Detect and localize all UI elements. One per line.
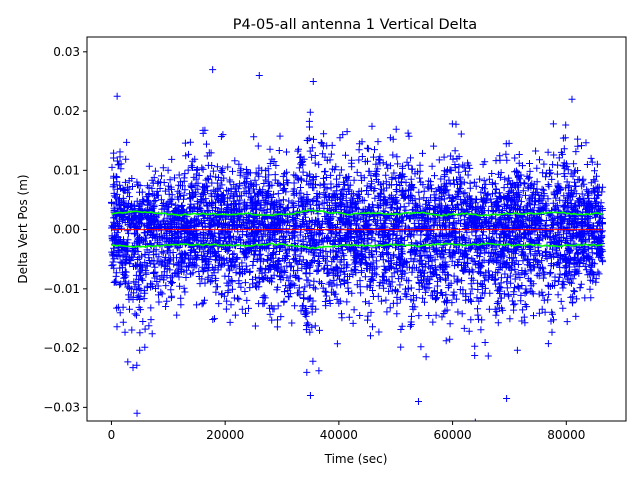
sigma-band-line bbox=[111, 242, 603, 250]
x-tick-label: 20000 bbox=[206, 428, 244, 442]
y-axis: −0.03 −0.02 −0.01 0.00 0.01 0.02 0.03 bbox=[43, 45, 87, 414]
x-axis: 0 20000 40000 60000 80000 bbox=[108, 421, 585, 442]
plot-area bbox=[86, 36, 627, 422]
x-tick-label: 40000 bbox=[320, 428, 358, 442]
scatter-series bbox=[108, 66, 607, 421]
x-tick-label: 80000 bbox=[547, 428, 585, 442]
scatter-point bbox=[309, 77, 317, 85]
scatter-point bbox=[255, 72, 263, 80]
scatter-point bbox=[133, 409, 141, 417]
y-tick-label: −0.03 bbox=[43, 400, 80, 414]
x-tick-label: 60000 bbox=[433, 428, 471, 442]
y-tick-label: 0.02 bbox=[53, 104, 80, 118]
y-tick-label: −0.01 bbox=[43, 282, 80, 296]
y-tick-label: 0.03 bbox=[53, 45, 80, 59]
x-axis-label: Time (sec) bbox=[324, 452, 388, 466]
line-series bbox=[111, 209, 604, 250]
y-axis-label: Delta Vert Pos (m) bbox=[16, 174, 30, 283]
chart-title: P4-05-all antenna 1 Vertical Delta bbox=[233, 17, 477, 33]
scatter-point bbox=[568, 95, 576, 103]
scatter-point bbox=[113, 92, 121, 100]
x-tick-label: 0 bbox=[108, 428, 116, 442]
scatter-point bbox=[306, 392, 314, 400]
scatter-point bbox=[474, 418, 476, 421]
sigma-band-line bbox=[111, 209, 604, 217]
y-tick-label: 0.00 bbox=[53, 223, 80, 237]
plot-frame bbox=[86, 36, 627, 422]
scatter-point bbox=[503, 394, 511, 402]
y-tick-label: −0.02 bbox=[43, 341, 80, 355]
scatter-point bbox=[209, 66, 217, 74]
scatter-point bbox=[414, 397, 422, 405]
y-tick-label: 0.01 bbox=[53, 163, 80, 177]
